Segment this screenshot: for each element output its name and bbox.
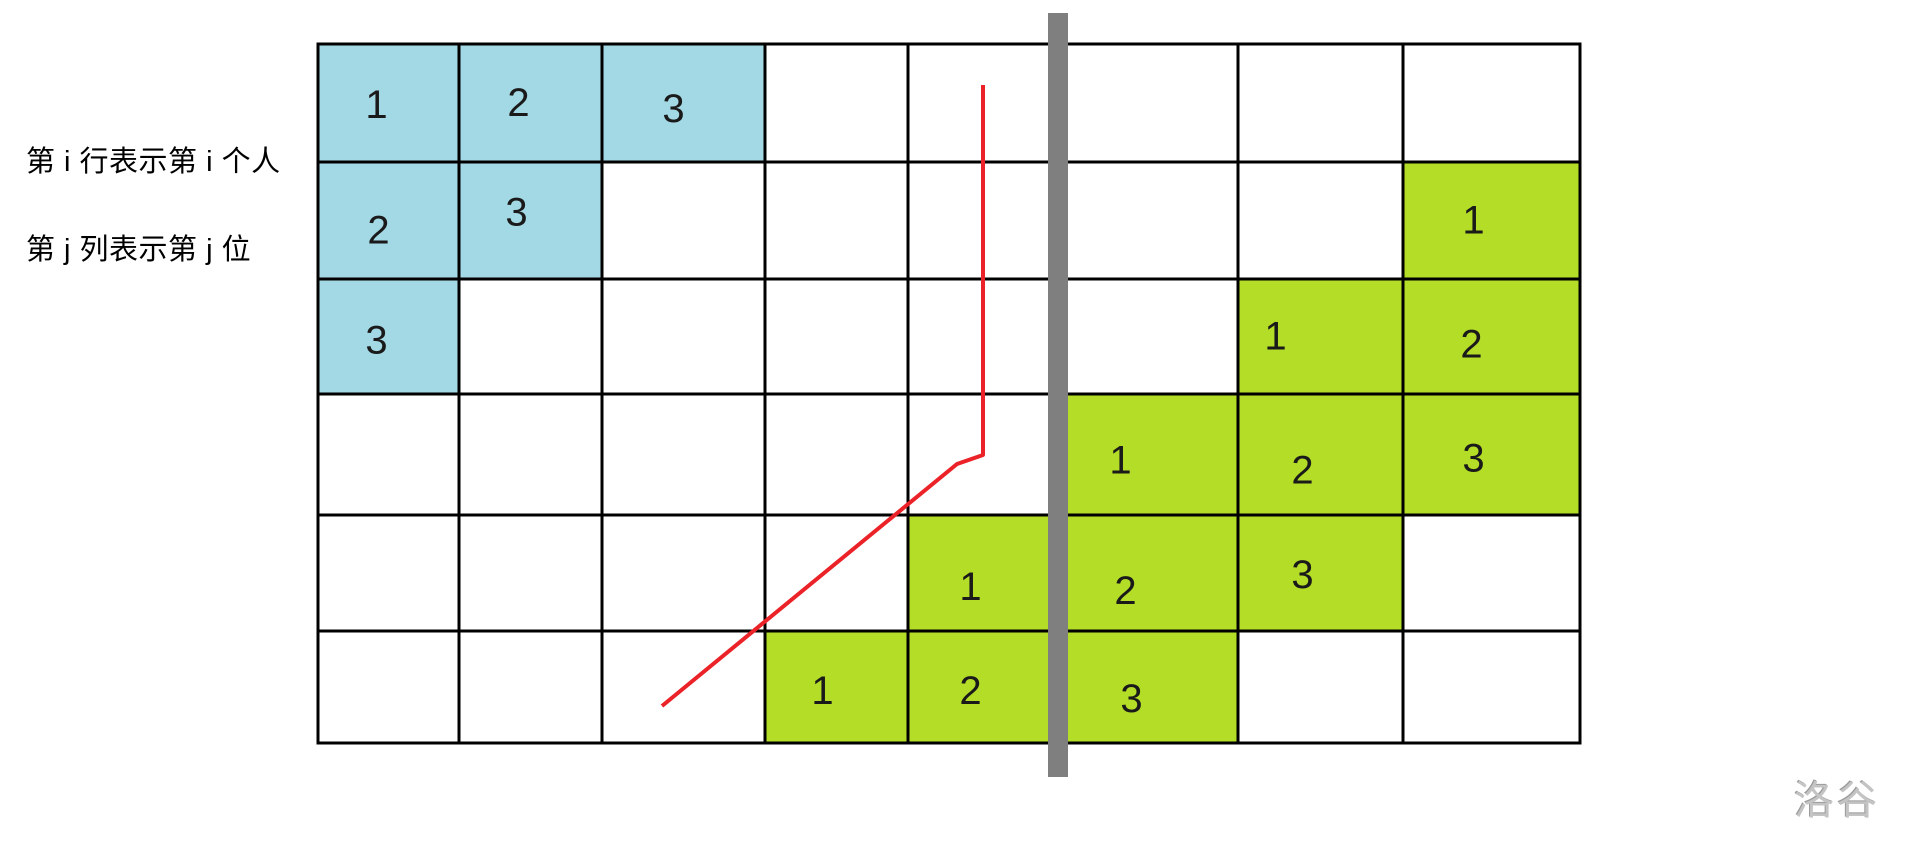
grid-cell-r1c1 [316, 42, 461, 164]
cell-value-r1c2: 2 [507, 81, 529, 125]
grid-cell-r1c8 [1401, 42, 1582, 164]
grid-cell-r5c1 [316, 513, 461, 633]
grid-cell-r5c7 [1236, 513, 1405, 633]
grid-cell-r2c6 [1051, 160, 1240, 281]
cell-value-r6c6: 3 [1120, 677, 1142, 721]
grid-cell-r3c6 [1051, 277, 1240, 396]
cell-value-r1c3: 3 [662, 87, 684, 131]
grid-cell-r3c5 [906, 277, 1055, 396]
cell-value-r4c8: 3 [1462, 437, 1484, 481]
grid-cell-r1c7 [1236, 42, 1405, 164]
grid-cell-r4c7 [1236, 392, 1405, 517]
cell-value-r2c2: 3 [505, 191, 527, 235]
cell-value-r2c8: 1 [1462, 199, 1484, 243]
grid-cell-r4c3 [600, 392, 767, 517]
grid-cell-r5c5 [906, 513, 1055, 633]
grid-cell-r1c5 [906, 42, 1055, 164]
column-definition-label: 第 j 列表示第 j 位 [26, 234, 252, 266]
grid-cell-r3c1 [316, 277, 461, 396]
cell-value-r3c7: 1 [1264, 315, 1286, 359]
row-definition-label: 第 i 行表示第 i 个人 [26, 146, 281, 178]
grid-cell-r1c4 [763, 42, 910, 164]
grid-cell-r1c6 [1051, 42, 1240, 164]
grid-cell-r2c5 [906, 160, 1055, 281]
grid-cell-r3c8 [1401, 277, 1582, 396]
grid-cell-r4c8 [1401, 392, 1582, 517]
grid-cell-r2c7 [1236, 160, 1405, 281]
grid-cell-r3c4 [763, 277, 910, 396]
cell-value-r1c1: 1 [365, 83, 387, 127]
grid-cell-r3c2 [457, 277, 604, 396]
grid-cell-r6c8 [1401, 629, 1582, 745]
grid-cell-r2c3 [600, 160, 767, 281]
grid-cell-r2c4 [763, 160, 910, 281]
red-annotation-line [660, 85, 985, 708]
grid-cell-r5c6 [1051, 513, 1240, 633]
cell-value-r6c5: 2 [959, 669, 981, 713]
grid-cell-r3c3 [600, 277, 767, 396]
grid-cell-r2c8 [1401, 160, 1582, 281]
cell-value-r5c6: 2 [1114, 569, 1136, 613]
grid-cell-r4c4 [763, 392, 910, 517]
luogu-watermark: 洛谷 [1794, 779, 1880, 823]
cell-value-r4c7: 2 [1291, 449, 1313, 493]
cell-value-r4c6: 1 [1109, 439, 1131, 483]
cell-value-r2c1: 2 [367, 209, 389, 253]
grid-cell-r3c7 [1236, 277, 1405, 396]
cell-value-r3c8: 2 [1460, 323, 1482, 367]
grid-cell-r5c4 [763, 513, 910, 633]
cell-value-r6c4: 1 [811, 669, 833, 713]
grid-cell-r6c7 [1236, 629, 1405, 745]
grid-cell-r6c1 [316, 629, 461, 745]
grid-cell-r6c2 [457, 629, 604, 745]
gray-divider-bar [1048, 13, 1068, 777]
grid-cell-r5c8 [1401, 513, 1582, 633]
cell-value-r5c7: 3 [1291, 553, 1313, 597]
grid-cell-r6c5 [906, 629, 1055, 745]
grid-cell-r1c2 [457, 42, 604, 164]
grid-cell-r5c2 [457, 513, 604, 633]
grid-cell-r4c2 [457, 392, 604, 517]
grid-cell-r6c6 [1051, 629, 1240, 745]
grid-cell-r5c3 [600, 513, 767, 633]
cell-value-r3c1: 3 [365, 319, 387, 363]
grid-cell-r2c2 [457, 160, 604, 281]
grid-cell-r6c4 [763, 629, 910, 745]
grid-cell-r4c1 [316, 392, 461, 517]
cell-value-r5c5: 1 [959, 565, 981, 609]
grid-cell-r4c6 [1051, 392, 1240, 517]
